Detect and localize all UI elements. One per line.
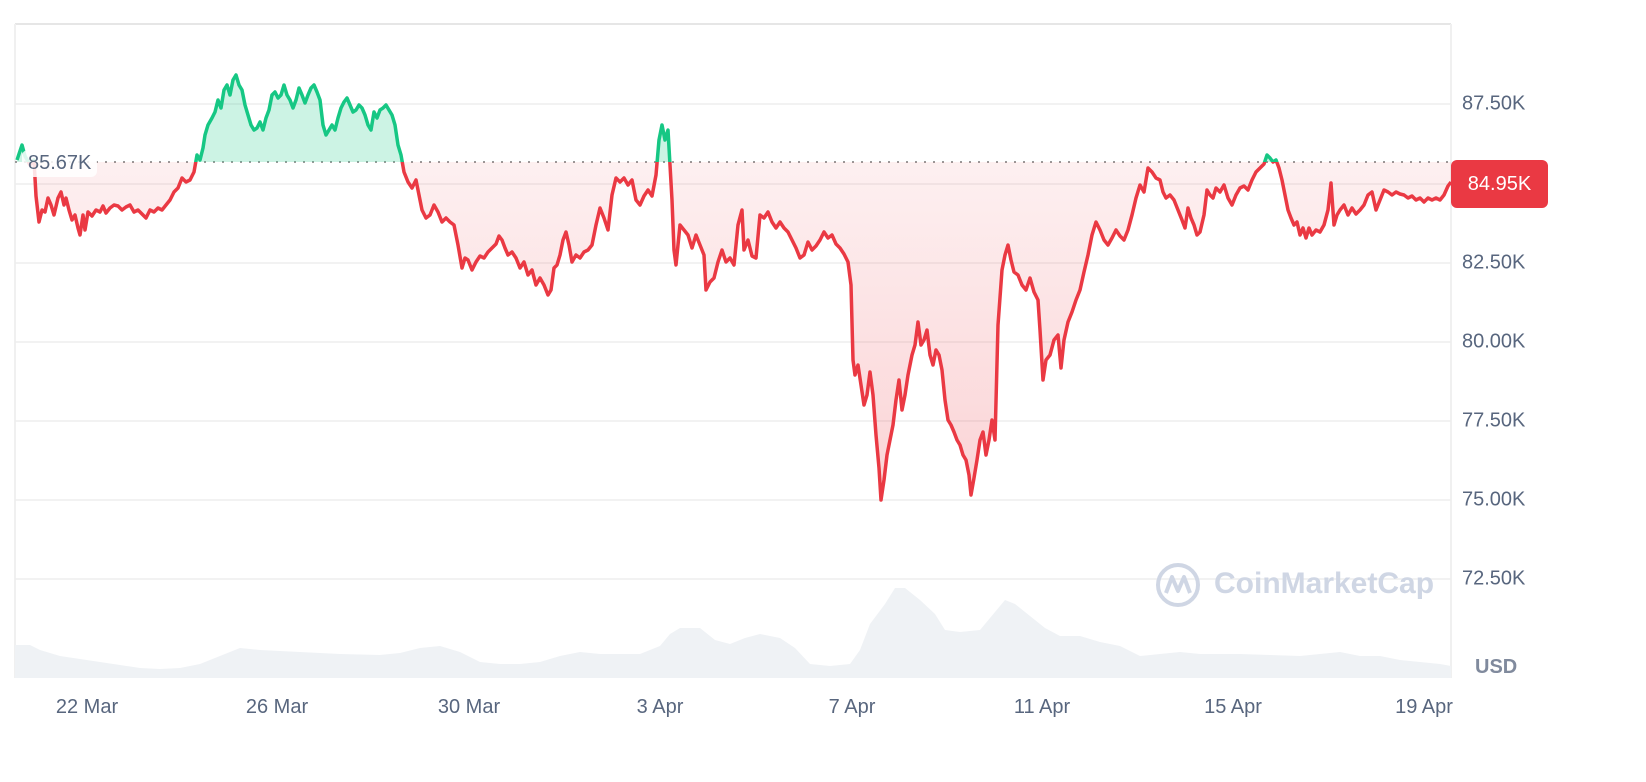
coinmarketcap-logo-icon [1156,563,1200,607]
x-tick-label: 26 Mar [245,696,309,718]
watermark: CoinMarketCap [1214,567,1434,601]
current-price-badge: 84.95K [1451,160,1548,208]
x-tick-label: 3 Apr [636,696,684,718]
x-tick-label: 22 Mar [55,696,119,718]
x-tick-label: 11 Apr [1013,696,1071,718]
volume-area [15,588,1451,678]
y-tick-label: 77.50K [1462,409,1526,432]
y-tick-label: 87.50K [1462,92,1526,115]
plot-frame [14,23,1452,678]
currency-label: USD [1475,656,1518,678]
x-tick-label: 30 Mar [437,696,501,718]
price-series [15,73,1451,502]
y-tick-label: 72.50K [1462,567,1526,590]
baseline-price-label: 85.67K [22,150,98,177]
y-tick-label: 80.00K [1462,330,1526,353]
x-tick-label: 15 Apr [1204,696,1262,718]
y-tick-label: 82.50K [1462,251,1526,274]
x-tick-label: 7 Apr [828,696,876,718]
watermark-text: CoinMarketCap [1214,567,1435,600]
x-tick-label: 19 Apr [1395,696,1453,718]
y-tick-label: 75.00K [1462,488,1526,511]
